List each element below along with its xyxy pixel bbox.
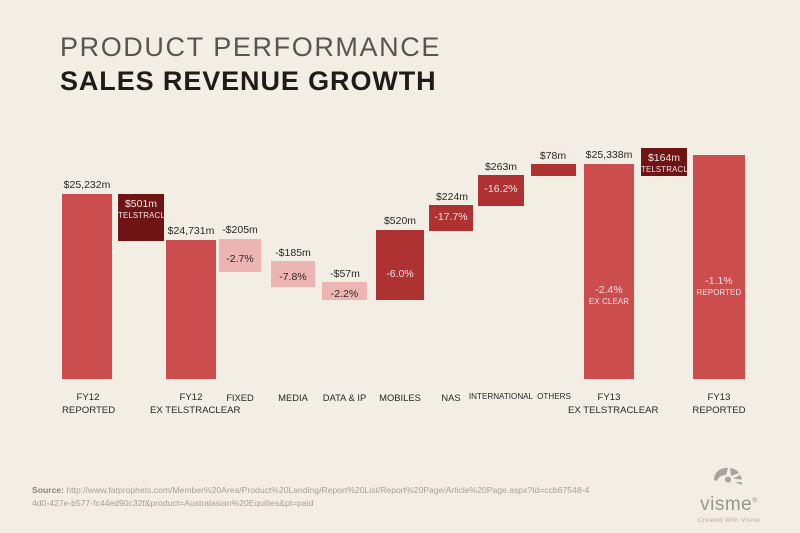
axis-label-media: MEDIA <box>278 392 308 403</box>
page-title-secondary: SALES REVENUE GROWTH <box>60 65 437 96</box>
bar-fy13-reported: -1.1% REPORTED <box>693 155 745 379</box>
bar-sublabel-telstraclear-fy12: TELSTRACLEAR <box>118 211 182 221</box>
bar-nas: -17.7% <box>429 205 473 231</box>
bar-media: -7.8% <box>271 261 315 287</box>
bar-telstraclear-fy13: $164m TELSTRACLEAR <box>641 148 705 176</box>
bar-sublabel-telstraclear-fy13: TELSTRACLEAR <box>641 165 705 175</box>
bar-value-label-others: -26.1% <box>536 148 571 160</box>
bar-value-label-nas: -17.7% <box>434 211 468 223</box>
title-block: PRODUCT PERFORMANCE SALES REVENUE GROWTH <box>60 32 441 98</box>
visme-mark-icon <box>714 467 742 485</box>
visme-wordmark: visme® <box>700 494 758 515</box>
bar-value-label-mobiles: -6.0% <box>386 268 414 280</box>
bar-top-label-others: $78m <box>539 150 567 162</box>
axis-label-line2-fy13-ex-telstraclear: EX TELSTRACLEAR <box>568 404 659 416</box>
axis-label-line2-fy12-ex-telstraclear: EX TELSTRACLEAR <box>150 404 241 416</box>
bar-top-label-fy12-reported: $25,232m <box>63 179 111 191</box>
registered-mark: ® <box>752 497 758 505</box>
bar-value-label-telstraclear-fy13: $164m TELSTRACLEAR <box>641 152 705 175</box>
bar-top-label-international: $263m <box>484 161 518 173</box>
axis-label-fy12-ex-telstraclear: FY12 EX TELSTRACLEAR <box>150 392 241 416</box>
bar-value-label-data-and-ip: -2.2% <box>330 288 359 300</box>
bar-top-label-mobiles: $520m <box>383 215 417 227</box>
bar-others: -26.1% <box>531 148 576 176</box>
source-note: Source: http://www.fatprophets.com/Membe… <box>32 484 592 511</box>
bar-value-label-international: -16.2% <box>484 183 518 195</box>
bar-value-label-media: -7.8% <box>279 271 307 283</box>
axis-label-international: INTERNATIONAL <box>468 392 534 401</box>
bar-value-label-fy13-ex-telstraclear: -2.4% EX CLEAR <box>584 284 634 307</box>
axis-label-fy13-reported: FY13 REPORTED <box>679 392 759 418</box>
bar-value-label-fy13-reported: -1.1% REPORTED <box>693 275 745 298</box>
bar-top-label-fixed: -$205m <box>222 224 258 236</box>
bar-fy12-ex-telstraclear <box>166 240 216 379</box>
bar-top-label-fy13-ex-telstraclear: $25,338m <box>585 149 633 161</box>
bar-telstraclear-fy12: $501m TELSTRACLEAR <box>118 194 182 241</box>
page-title-primary: PRODUCT PERFORMANCE <box>60 32 441 62</box>
bar-fy12-reported <box>62 194 112 379</box>
bar-top-label-data-and-ip: -$57m <box>330 268 360 280</box>
source-url: http://www.fatprophets.com/Member%20Area… <box>32 485 590 509</box>
axis-label-line2-fy13-reported: REPORTED <box>692 404 746 416</box>
axis-label-mobiles: MOBILES <box>379 392 421 403</box>
bar-top-label-fy12-ex-telstraclear: $24,731m <box>167 225 215 237</box>
visme-logo: visme® Created With Visme <box>693 466 765 524</box>
axis-label-fy12-reported: FY12 REPORTED <box>62 392 116 416</box>
bar-data-and-ip: -2.2% <box>322 282 367 300</box>
axis-label-fy13-ex-telstraclear: FY13 EX TELSTRACLEAR <box>568 392 659 416</box>
axis-label-line2-fy12-reported: REPORTED <box>62 404 116 416</box>
axis-label-nas: NAS <box>441 392 461 403</box>
bar-fy13-ex-telstraclear: -2.4% EX CLEAR <box>584 164 634 379</box>
source-label: Source: <box>32 485 64 495</box>
bar-international: -16.2% <box>478 175 524 206</box>
bar-value-label-telstraclear-fy12: $501m TELSTRACLEAR <box>118 198 182 221</box>
bar-sublabel-fy13-ex-telstraclear: EX CLEAR <box>588 297 630 307</box>
bar-top-label-media: -$185m <box>275 247 311 259</box>
axis-label-fixed: FIXED <box>226 392 254 403</box>
bar-value-label-fixed: -2.7% <box>226 253 254 265</box>
visme-tagline: Created With Visme <box>697 517 761 524</box>
axis-label-data-and-ip: DATA & IP <box>322 392 367 403</box>
bar-top-label-nas: $224m <box>435 191 469 203</box>
bar-sublabel-fy13-reported: REPORTED <box>696 288 742 298</box>
bar-mobiles: -6.0% <box>376 230 424 300</box>
axis-label-others: OTHERS <box>537 392 571 401</box>
bar-fixed: -2.7% <box>219 239 261 272</box>
